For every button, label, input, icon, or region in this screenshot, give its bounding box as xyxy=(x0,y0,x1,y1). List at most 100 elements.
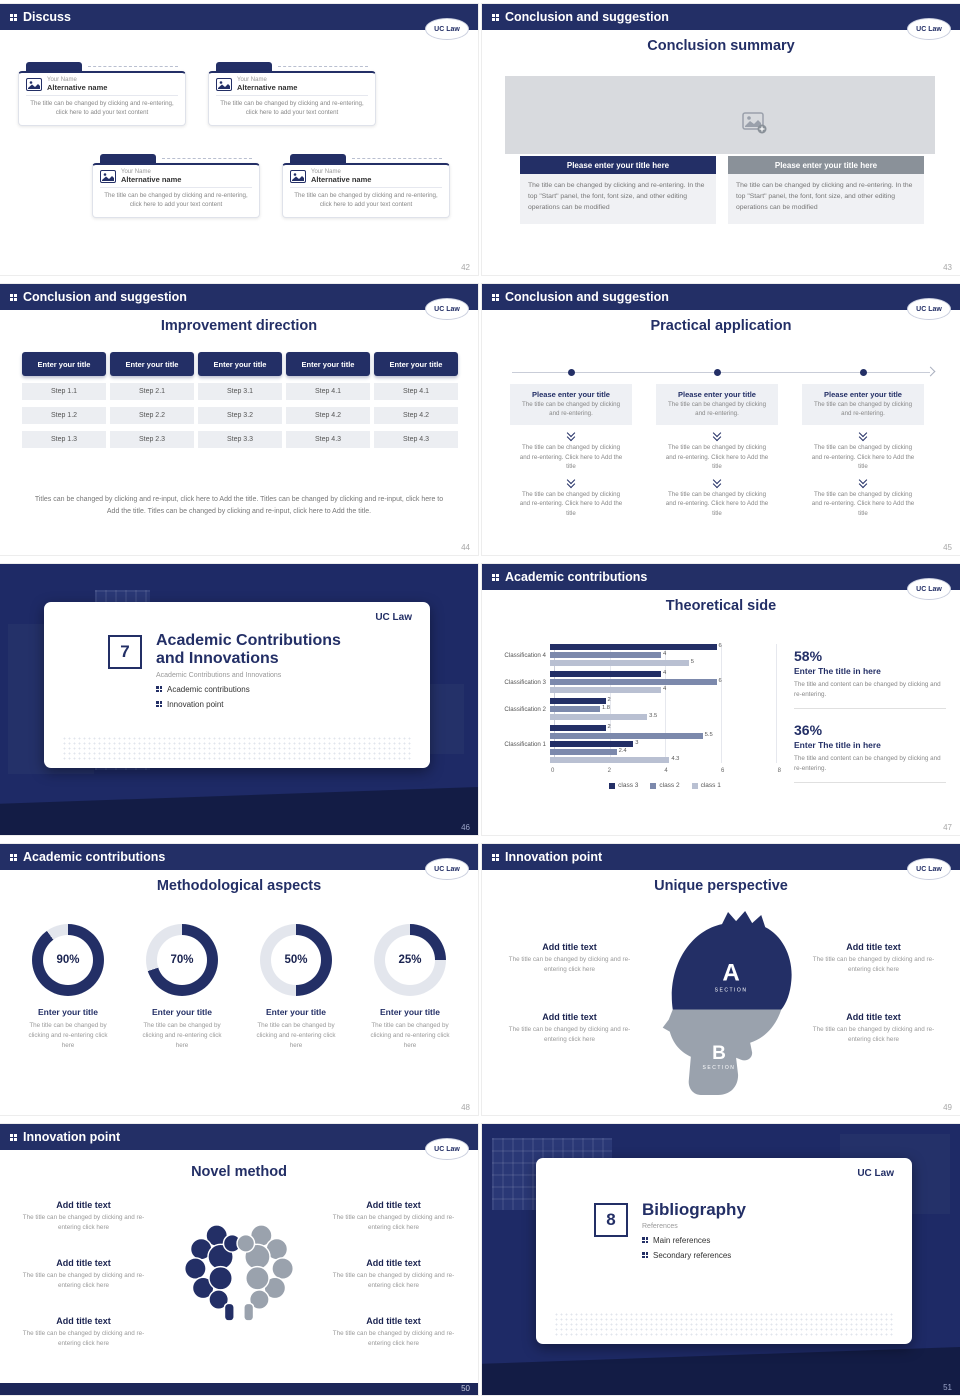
page-number: 42 xyxy=(461,263,470,272)
uc-law-logo: UC Law xyxy=(426,299,468,319)
slide-48-methodological-aspects[interactable]: Academic contributions UC Law Methodolog… xyxy=(0,843,479,1116)
dashed-line xyxy=(162,158,252,159)
slide-42-discuss[interactable]: Discuss UC Law Your Name Alternative nam… xyxy=(0,3,479,276)
card-alt-name: Alternative name xyxy=(47,83,108,92)
title-button[interactable]: Enter your title xyxy=(286,352,370,376)
header-title: Academic contributions xyxy=(23,850,166,864)
bullet-item[interactable]: Secondary references xyxy=(642,1251,746,1260)
donut-chart: 90% xyxy=(32,924,104,996)
info-card[interactable]: Your Name Alternative name The title can… xyxy=(208,62,376,126)
donut-label: Enter your title xyxy=(152,1007,212,1017)
bar-group: Classification 1 2 5.5 3 2.4 4.3 xyxy=(496,724,796,763)
section-title: Improvement direction xyxy=(160,318,318,334)
block-text: The title can be changed by clicking and… xyxy=(22,1330,145,1347)
chart-plot-area: Classification 4 6 4 5 Classification 3 4 6 4 Cl… xyxy=(496,643,796,763)
image-placeholder[interactable] xyxy=(505,76,935,154)
title-button[interactable]: Enter your title xyxy=(22,352,106,376)
category-label: Classification 4 xyxy=(504,651,546,659)
body-text: The title can be changed by clicking and… xyxy=(520,174,716,224)
donut-percentage: 90% xyxy=(56,954,80,966)
section-title: Conclusion summary xyxy=(647,38,795,54)
bullet-item[interactable]: Innovation point xyxy=(156,700,371,709)
bar-value-label: 3 xyxy=(635,740,639,746)
step-item: Step 3.2 xyxy=(198,407,282,424)
step-text: The title can be changed by clicking and… xyxy=(519,443,623,471)
slide-45-practical-application[interactable]: Conclusion and suggestion UC Law Practic… xyxy=(481,283,960,556)
slide-49-unique-perspective[interactable]: Innovation point UC Law Unique perspecti… xyxy=(481,843,960,1116)
bar-class-2 xyxy=(550,706,600,712)
head-silhouette: A SECTION B SECTION xyxy=(662,911,792,1095)
chevron-down-icon xyxy=(565,428,577,442)
bar-value-label: 4.3 xyxy=(671,756,680,762)
section-b-label: SECTION xyxy=(703,1065,736,1071)
legend-item: class 2 xyxy=(650,782,680,789)
image-icon xyxy=(290,170,306,183)
uc-law-logo: UC Law xyxy=(426,19,468,39)
title-bar-button[interactable]: Please enter your title here xyxy=(728,156,924,174)
brain-left-hemisphere xyxy=(183,1224,242,1322)
bar-class-1 xyxy=(550,757,670,763)
slide-46-section-divider[interactable]: UC Law 7 Academic Contributions and Inno… xyxy=(0,563,479,836)
bar-value-label: 2 xyxy=(607,697,611,703)
timeline-sub: The title can be changed by clicking and… xyxy=(813,401,913,417)
page-number: 50 xyxy=(461,1384,470,1393)
caption-text: Titles can be changed by clicking and re… xyxy=(34,496,444,515)
title-bar-button[interactable]: Please enter your title here xyxy=(520,156,716,174)
grid-dots-icon xyxy=(492,853,499,861)
slide-47-theoretical-side[interactable]: Academic contributions UC Law Theoretica… xyxy=(481,563,960,836)
head-section-a-shape xyxy=(671,911,792,1010)
x-tick-label: 4 xyxy=(664,768,668,774)
slide-50-novel-method[interactable]: Innovation point UC Law Novel method Add… xyxy=(0,1123,479,1396)
donut-text: The title can be changed by clicking and… xyxy=(142,1022,222,1050)
chevron-down-icon xyxy=(857,428,869,442)
section-title: Practical application xyxy=(650,318,792,334)
slide-header: Innovation point xyxy=(0,1124,478,1150)
bar-value-label: 3.5 xyxy=(649,713,658,719)
legend-swatch xyxy=(650,782,657,789)
step-item: Step 4.3 xyxy=(286,431,370,448)
bullet-item[interactable]: Main references xyxy=(642,1236,746,1245)
dashed-line xyxy=(278,66,368,67)
title-button[interactable]: Enter your title xyxy=(198,352,282,376)
grid-dots-icon xyxy=(492,573,499,581)
info-card[interactable]: Your Name Alternative name The title can… xyxy=(282,154,450,218)
info-card[interactable]: Your Name Alternative name The title can… xyxy=(18,62,186,126)
category-label: Classification 1 xyxy=(504,740,546,748)
uc-law-logo: UC Law xyxy=(426,1139,468,1159)
bullet-label: Innovation point xyxy=(167,699,224,709)
step-item: Step 3.3 xyxy=(198,431,282,448)
block-title: Add title text xyxy=(366,1200,421,1210)
bar-value-label: 5.5 xyxy=(704,732,713,738)
donut-chart: 25% xyxy=(374,924,446,996)
slide-44-improvement-direction[interactable]: Conclusion and suggestion UC Law Improve… xyxy=(0,283,479,556)
title-button[interactable]: Enter your title xyxy=(110,352,194,376)
stat-percentage: 36% xyxy=(794,721,823,738)
bar-value-label: 2.4 xyxy=(618,748,627,754)
grid-dots-icon xyxy=(642,1252,648,1259)
timeline-title-box[interactable]: Please enter your title The title can be… xyxy=(510,384,632,425)
page-number: 49 xyxy=(943,1103,952,1112)
divider-title: Academic Contributions and Innovations xyxy=(156,632,341,668)
block-title: Add title text xyxy=(846,942,901,952)
info-card[interactable]: Your Name Alternative name The title can… xyxy=(92,154,260,218)
slide-51-section-divider[interactable]: UC Law 8 Bibliography References Main re… xyxy=(481,1123,960,1396)
timeline-title-box[interactable]: Please enter your title The title can be… xyxy=(802,384,924,425)
donut-percentage: 25% xyxy=(398,954,422,966)
card-text: The title can be changed by clicking and… xyxy=(104,192,248,209)
grid-dots-icon xyxy=(156,686,162,693)
x-tick-label: 6 xyxy=(720,768,725,774)
block-title: Add title text xyxy=(56,1200,111,1210)
stat-percentage: 58% xyxy=(794,648,823,664)
divider-subtitle: Academic Contributions and Innovations xyxy=(156,671,282,679)
block-text: The title can be changed by clicking and… xyxy=(22,1272,145,1289)
bullet-item[interactable]: Academic contributions xyxy=(156,685,371,694)
uc-law-logo: UC Law xyxy=(908,579,950,599)
slide-43-conclusion-summary[interactable]: Conclusion and suggestion UC Law Conclus… xyxy=(481,3,960,276)
arrow-right-icon xyxy=(925,366,936,377)
title-button[interactable]: Enter your title xyxy=(374,352,458,376)
timeline-title-box[interactable]: Please enter your title The title can be… xyxy=(656,384,778,425)
bar-value-label: 4 xyxy=(663,686,667,692)
image-icon xyxy=(216,78,232,91)
bar-class-2 xyxy=(550,652,661,658)
bar-class-3 xyxy=(550,741,634,747)
